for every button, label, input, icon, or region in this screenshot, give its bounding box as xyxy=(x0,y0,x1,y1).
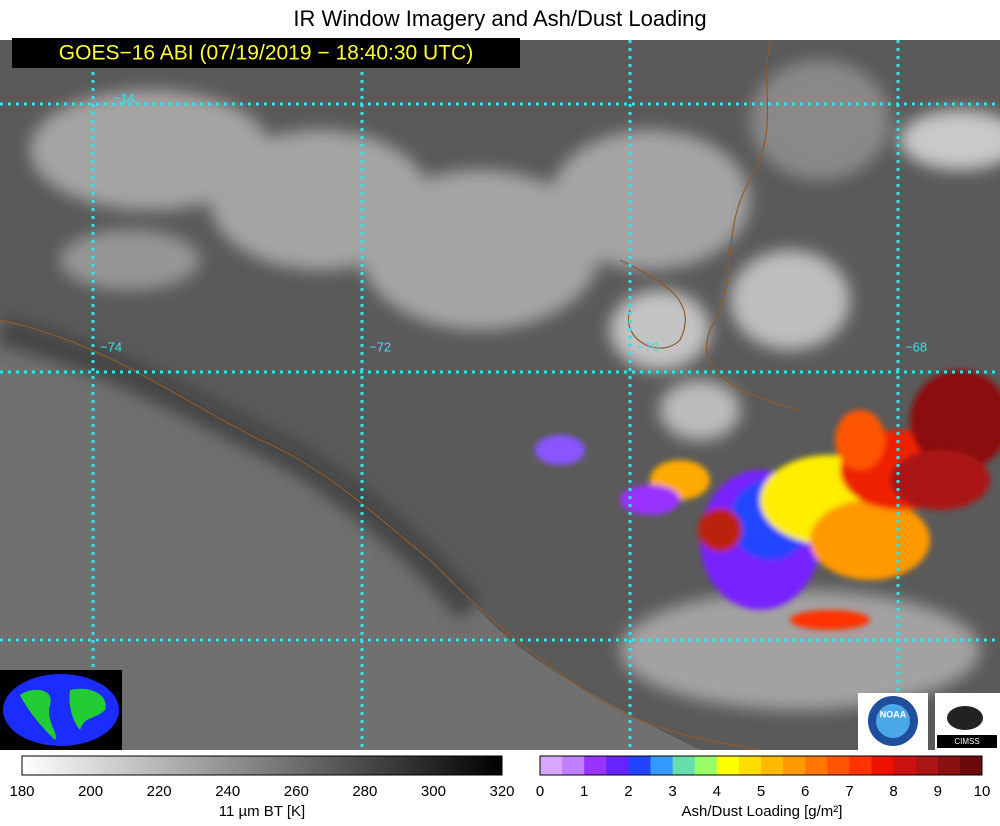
colorbar-segment xyxy=(694,756,718,775)
colorbar-segment xyxy=(540,756,563,775)
colorbar-tick-label: 2 xyxy=(624,783,632,800)
colorbar-label: Ash/Dust Loading [g/m²] xyxy=(682,803,843,820)
colorbar-segment xyxy=(915,756,939,775)
lon-label: −74 xyxy=(100,339,122,354)
colorbar-segment xyxy=(805,756,828,775)
colorbar-segment xyxy=(937,756,961,775)
colorbar-tick-label: 10 xyxy=(974,783,991,800)
colorbar-segment xyxy=(584,756,607,775)
colorbar-tick-label: 180 xyxy=(9,783,34,800)
colorbar-segment xyxy=(783,756,806,775)
colorbar-tick-label: 4 xyxy=(713,783,721,800)
colorbar-tick-label: 220 xyxy=(147,783,172,800)
colorbar-segment xyxy=(606,756,629,775)
colorbar-tick-label: 200 xyxy=(78,783,103,800)
colorbar-segment xyxy=(672,756,696,775)
colorbar-segment xyxy=(716,756,740,775)
logo-text: CIMSS xyxy=(954,737,979,746)
colorbar-segment xyxy=(893,756,917,775)
colorbar-tick-label: 300 xyxy=(421,783,446,800)
colorbar-tick-label: 260 xyxy=(284,783,309,800)
lat-label: −14 xyxy=(113,90,135,105)
colorbar-frame xyxy=(539,755,983,776)
ash-colorbar xyxy=(539,755,983,776)
cimss-logo: CIMSS xyxy=(935,693,1000,750)
colorbar-label: 11 µm BT [K] xyxy=(219,803,305,820)
colorbar-tick-label: 6 xyxy=(801,783,809,800)
colorbar-tick-label: 0 xyxy=(536,783,544,800)
lon-label: −72 xyxy=(369,339,391,354)
colorbar-tick-label: 5 xyxy=(757,783,765,800)
lon-label: −70 xyxy=(637,339,659,354)
noaa-logo: NOAA xyxy=(858,693,928,750)
colorbar-segment xyxy=(871,756,895,775)
lon-label: −68 xyxy=(905,339,927,354)
colorbar-tick-label: 7 xyxy=(845,783,853,800)
colorbar-tick-label: 320 xyxy=(489,783,514,800)
colorbar-segment xyxy=(562,756,585,775)
title: IR Window Imagery and Ash/Dust Loading xyxy=(293,6,706,31)
ash-overlay xyxy=(535,370,1000,630)
colorbar-segment xyxy=(650,756,674,775)
colorbar-segment xyxy=(738,756,762,775)
colorbar-segment xyxy=(959,756,983,775)
subtitle: GOES−16 ABI (07/19/2019 − 18:40:30 UTC) xyxy=(59,42,473,65)
colorbar-segment xyxy=(628,756,651,775)
satellite-image: −14 −74 −72 −70 −68 NOAA CIMSS xyxy=(0,40,1000,750)
colorbar-tick-label: 9 xyxy=(934,783,942,800)
colorbar-tick-label: 240 xyxy=(215,783,240,800)
subtitle-box xyxy=(12,38,520,68)
colorbar-segment xyxy=(827,756,850,775)
colorbar-segment xyxy=(849,756,872,775)
colorbar-tick-label: 1 xyxy=(580,783,588,800)
colorbar-tick-label: 280 xyxy=(352,783,377,800)
colorbar-segment xyxy=(761,756,784,775)
graticule xyxy=(0,40,1000,750)
colorbar-tick-label: 8 xyxy=(889,783,897,800)
globe-inset xyxy=(0,670,122,750)
colorbar-tick-label: 3 xyxy=(668,783,676,800)
bt-colorbar xyxy=(21,755,503,776)
logo-text: NOAA xyxy=(880,709,907,719)
